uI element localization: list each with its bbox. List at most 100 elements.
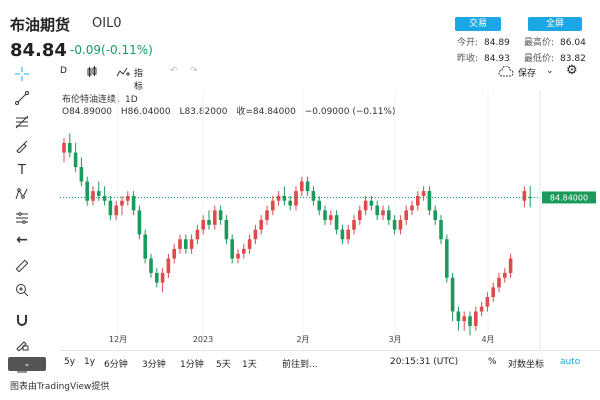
candle-body: [491, 287, 495, 298]
auto-scale-toggle[interactable]: auto: [560, 357, 581, 367]
range-5d[interactable]: 5天: [216, 360, 231, 370]
bottom-toolbar: 5y 1y 6分钟 3分钟 1分钟 5天 1天 前往到... 20:15:31 …: [60, 350, 600, 375]
candle-body: [427, 191, 432, 211]
save-button[interactable]: 保存: [518, 69, 537, 79]
utc-clock: 20:15:31 (UTC): [390, 357, 459, 367]
candle-body: [317, 200, 321, 211]
candle-body: [213, 210, 217, 225]
price-change: -0.09(-0.11%): [70, 43, 153, 57]
candle-body: [68, 142, 72, 153]
candle-body: [375, 205, 379, 216]
candle-body: [218, 210, 223, 220]
text-tool-icon[interactable]: T: [18, 162, 26, 178]
candle-body: [102, 195, 107, 201]
candle-body: [265, 210, 269, 220]
indicators-button[interactable]: 指标: [134, 69, 144, 92]
undo-icon[interactable]: ↶: [170, 66, 178, 76]
candle-body: [450, 277, 455, 312]
candle-body: [334, 215, 339, 230]
candle-body: [236, 253, 240, 259]
candle-body: [462, 316, 466, 322]
candle-body: [91, 191, 95, 201]
range-3min[interactable]: 3分钟: [142, 360, 166, 370]
redo-icon[interactable]: ↷: [190, 66, 198, 76]
candle-body: [201, 220, 205, 230]
candle-body: [126, 195, 130, 201]
brush-icon[interactable]: [13, 138, 31, 154]
candle-body: [392, 220, 397, 230]
candle-body: [62, 142, 66, 153]
candle-body: [294, 191, 298, 206]
back-arrow-icon[interactable]: ←: [16, 232, 28, 248]
ruler-icon[interactable]: [13, 258, 31, 274]
trade-button[interactable]: 交易: [455, 17, 501, 31]
candle-body: [497, 277, 501, 288]
candle-body: [155, 272, 159, 283]
candle-body: [503, 272, 507, 278]
candle-body: [230, 239, 234, 259]
indicators-icon[interactable]: [116, 66, 130, 81]
settings-gear-icon[interactable]: ⚙: [566, 63, 578, 78]
save-dropdown-icon[interactable]: ⌄: [546, 66, 554, 76]
candlestick-chart[interactable]: 12月 2023 2月 3月 4月 84.84000: [60, 90, 600, 350]
candle-body: [137, 210, 142, 235]
candle-body: [358, 210, 362, 220]
candle-body: [479, 306, 484, 312]
candle-body: [387, 210, 391, 220]
pattern-icon[interactable]: [13, 186, 31, 202]
range-5y[interactable]: 5y: [64, 357, 76, 367]
range-6min[interactable]: 6分钟: [104, 360, 128, 370]
trend-line-icon[interactable]: [13, 90, 31, 106]
x-tick-label: 3月: [388, 335, 401, 344]
magnet-icon[interactable]: [13, 312, 31, 328]
open-quote: 今开: 84.89: [457, 38, 510, 48]
percent-toggle[interactable]: %: [488, 357, 497, 367]
chart-legend-title: 布伦特油连续，1D: [62, 95, 138, 105]
candle-body: [363, 200, 368, 211]
candle-body: [149, 258, 153, 273]
candle-body: [421, 191, 426, 196]
candle-body: [108, 200, 113, 216]
lock-pencil-icon[interactable]: [13, 336, 31, 352]
prediction-icon[interactable]: [13, 210, 31, 226]
candle-body: [528, 196, 532, 198]
zoom-in-icon[interactable]: [13, 282, 31, 298]
range-1y[interactable]: 1y: [84, 357, 96, 367]
candle-body: [456, 311, 461, 322]
candle-body: [224, 220, 229, 240]
candle-body: [288, 200, 292, 206]
last-price: 84.84: [10, 40, 67, 61]
instrument-symbol: OIL0: [92, 16, 122, 31]
goto-date-button[interactable]: 前往到...: [282, 360, 318, 370]
candle-body: [329, 215, 333, 220]
range-1min[interactable]: 1分钟: [180, 360, 204, 370]
candle-body: [522, 191, 527, 201]
tradingview-credit: 图表由TradingView提供: [10, 382, 110, 392]
candle-body: [300, 181, 304, 192]
fullscreen-button[interactable]: 全屏: [528, 17, 582, 31]
candle-body: [276, 195, 281, 201]
candle-body: [131, 195, 136, 211]
candle-body: [247, 239, 252, 249]
prev-close-quote: 昨收: 84.93: [457, 54, 510, 64]
candle-body: [404, 210, 408, 220]
x-tick-label: 4月: [481, 335, 494, 344]
log-scale-toggle[interactable]: 对数坐标: [508, 360, 545, 370]
collapse-toolbar-button[interactable]: ⌄: [8, 357, 46, 371]
candle-style-icon[interactable]: [86, 66, 98, 81]
range-1d[interactable]: 1天: [242, 360, 257, 370]
x-tick-label: 2月: [296, 335, 309, 344]
cloud-icon[interactable]: [498, 65, 514, 80]
instrument-title: 布油期货: [10, 16, 71, 34]
crosshair-icon[interactable]: [13, 66, 31, 82]
fib-icon[interactable]: [13, 114, 31, 130]
candle-body: [97, 191, 101, 196]
candle-body: [416, 195, 420, 206]
interval-button[interactable]: D: [60, 66, 67, 76]
candle-body: [311, 191, 316, 201]
candle-body: [79, 167, 84, 182]
candle-body: [85, 181, 89, 201]
last-price-tag: [542, 191, 596, 204]
candle-body: [439, 220, 443, 240]
